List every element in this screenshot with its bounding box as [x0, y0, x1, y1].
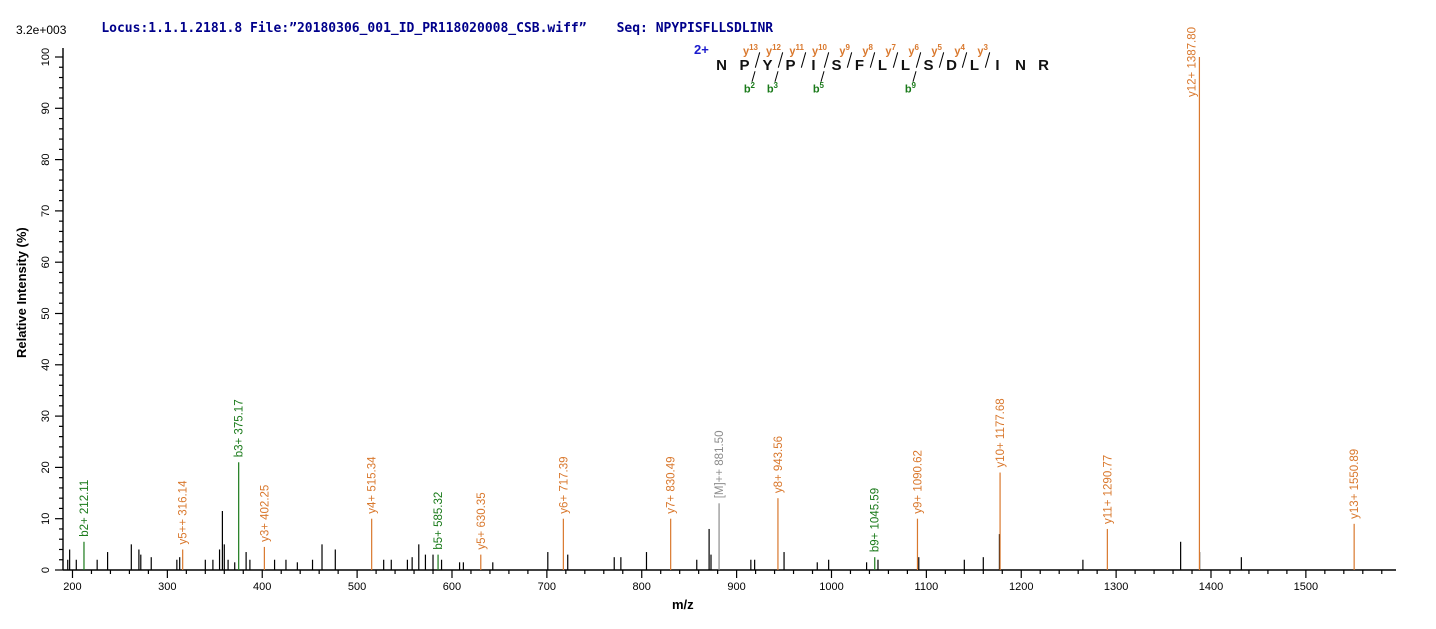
residue: N: [716, 57, 727, 74]
residue: P: [739, 57, 750, 74]
y-tick-label: 60: [40, 256, 52, 268]
y-tick-label: 30: [40, 410, 52, 422]
x-tick-label: 700: [538, 581, 556, 593]
peak-label: y13+ 1550.89: [1349, 449, 1361, 519]
x-tick-label: 300: [158, 581, 176, 593]
y-tick-label: 100: [40, 48, 52, 66]
residue: F: [854, 57, 865, 74]
y-tick-label: 0: [40, 567, 52, 573]
residue: S: [831, 57, 842, 74]
y-tick-label: 90: [40, 102, 52, 114]
header-line: Locus:1.1.1.2181.8 File:”20180306_001_ID…: [70, 6, 773, 51]
x-tick-label: 200: [63, 581, 81, 593]
y-ion-label: y6: [908, 43, 919, 58]
peak-label: y12+ 1387.80: [1186, 27, 1198, 97]
y-tick-label: 50: [40, 307, 52, 319]
y-tick-label: 70: [40, 205, 52, 217]
b-ion-label: b9: [904, 81, 916, 96]
peak-label: y10+ 1177.68: [995, 398, 1007, 467]
residue: S: [923, 57, 934, 74]
residue: P: [785, 57, 796, 74]
x-tick-label: 1200: [1009, 581, 1033, 593]
y-ion-label: y11: [789, 43, 804, 58]
y-tick-label: 10: [40, 513, 52, 525]
residue: R: [1038, 57, 1049, 74]
peak-label: [M]++ 881.50: [714, 431, 726, 499]
residue: I: [811, 57, 816, 74]
y-ion-label: y9: [839, 43, 850, 58]
b-ion-label: b2: [743, 81, 755, 96]
x-tick-label: 1000: [819, 581, 843, 593]
x-tick-label: 600: [443, 581, 461, 593]
peak-label: y7+ 830.49: [666, 456, 678, 513]
y-ion-label: y4: [954, 43, 965, 58]
residue: L: [877, 57, 888, 74]
y-ion-label: y13: [742, 43, 758, 58]
peak-label: y8+ 943.56: [773, 436, 785, 493]
residue: I: [995, 57, 1000, 74]
residue: L: [900, 57, 911, 74]
peak-label: y9+ 1090.62: [912, 450, 924, 514]
peak-label: b5+ 585.32: [433, 492, 445, 550]
peak-label: b3+ 375.17: [234, 399, 246, 457]
b-ion-label: b3: [766, 81, 778, 96]
x-tick-label: 1300: [1104, 581, 1128, 593]
x-tick-label: 400: [253, 581, 271, 593]
y-ion-label: y12: [765, 43, 781, 58]
x-tick-label: 500: [348, 581, 366, 593]
peak-label: b9+ 1045.59: [870, 488, 882, 552]
precursor-charge-label: 2+: [694, 42, 709, 57]
peak-label: b2+ 212.11: [79, 480, 91, 537]
residue: N: [1015, 57, 1026, 74]
y-ion-label: y8: [862, 43, 873, 58]
x-tick-label: 1500: [1294, 581, 1318, 593]
peak-label: y5++ 316.14: [178, 480, 190, 545]
y-ion-label: y10: [811, 43, 827, 58]
b-ion-label: b5: [812, 81, 824, 96]
residue: D: [946, 57, 957, 74]
y-ion-label: y3: [977, 43, 988, 58]
peak-label: y5+ 630.35: [476, 492, 488, 549]
base-peak-intensity-label: 3.2e+003: [16, 23, 67, 37]
residue: Y: [762, 57, 773, 74]
y-ion-label: y7: [885, 43, 896, 58]
peak-label: y3+ 402.25: [259, 485, 271, 542]
x-tick-label: 900: [727, 581, 745, 593]
peak-label: y6+ 717.39: [558, 456, 570, 513]
y-tick-label: 80: [40, 153, 52, 165]
x-tick-label: 1100: [915, 581, 939, 593]
peak-label: y11+ 1290.77: [1102, 455, 1114, 524]
residue: L: [969, 57, 980, 74]
locus-file-label: Locus:1.1.1.2181.8 File:”20180306_001_ID…: [101, 21, 587, 36]
y-tick-label: 40: [40, 359, 52, 371]
x-axis-title: m/z: [672, 597, 694, 612]
y-ion-label: y5: [931, 43, 942, 58]
x-tick-label: 800: [633, 581, 651, 593]
x-tick-label: 1400: [1199, 581, 1223, 593]
y-tick-label: 20: [40, 461, 52, 473]
peak-label: y4+ 515.34: [367, 456, 379, 514]
sequence-label: Seq: NPYPISFLLSDLINR: [616, 21, 774, 36]
